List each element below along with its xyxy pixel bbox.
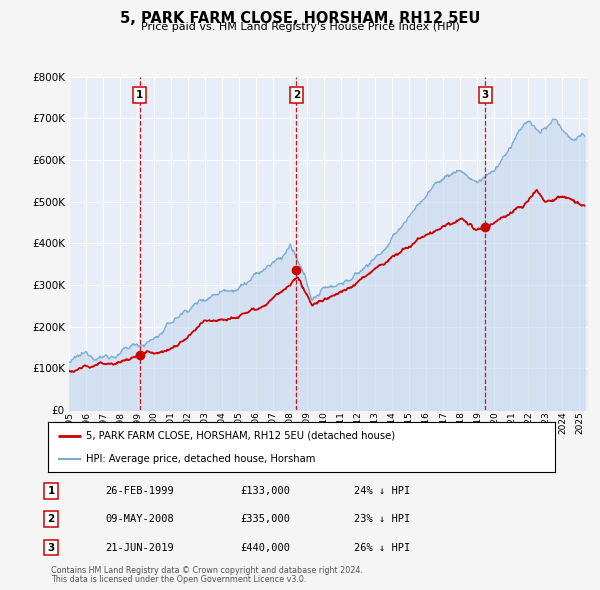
Text: Price paid vs. HM Land Registry's House Price Index (HPI): Price paid vs. HM Land Registry's House … (140, 22, 460, 32)
Text: 24% ↓ HPI: 24% ↓ HPI (354, 486, 410, 496)
Text: 21-JUN-2019: 21-JUN-2019 (105, 543, 174, 552)
Text: 1: 1 (47, 486, 55, 496)
Text: 3: 3 (482, 90, 489, 100)
Text: 2: 2 (47, 514, 55, 524)
Text: 5, PARK FARM CLOSE, HORSHAM, RH12 5EU: 5, PARK FARM CLOSE, HORSHAM, RH12 5EU (120, 11, 480, 25)
Text: HPI: Average price, detached house, Horsham: HPI: Average price, detached house, Hors… (86, 454, 316, 464)
Text: This data is licensed under the Open Government Licence v3.0.: This data is licensed under the Open Gov… (51, 575, 307, 584)
Text: 09-MAY-2008: 09-MAY-2008 (105, 514, 174, 524)
Text: 3: 3 (47, 543, 55, 552)
Text: 5, PARK FARM CLOSE, HORSHAM, RH12 5EU (detached house): 5, PARK FARM CLOSE, HORSHAM, RH12 5EU (d… (86, 431, 395, 441)
Text: £133,000: £133,000 (240, 486, 290, 496)
Text: Contains HM Land Registry data © Crown copyright and database right 2024.: Contains HM Land Registry data © Crown c… (51, 566, 363, 575)
Text: 23% ↓ HPI: 23% ↓ HPI (354, 514, 410, 524)
Text: 1: 1 (136, 90, 143, 100)
Text: £335,000: £335,000 (240, 514, 290, 524)
Text: £440,000: £440,000 (240, 543, 290, 552)
Text: 26% ↓ HPI: 26% ↓ HPI (354, 543, 410, 552)
Text: 26-FEB-1999: 26-FEB-1999 (105, 486, 174, 496)
Text: 2: 2 (293, 90, 300, 100)
